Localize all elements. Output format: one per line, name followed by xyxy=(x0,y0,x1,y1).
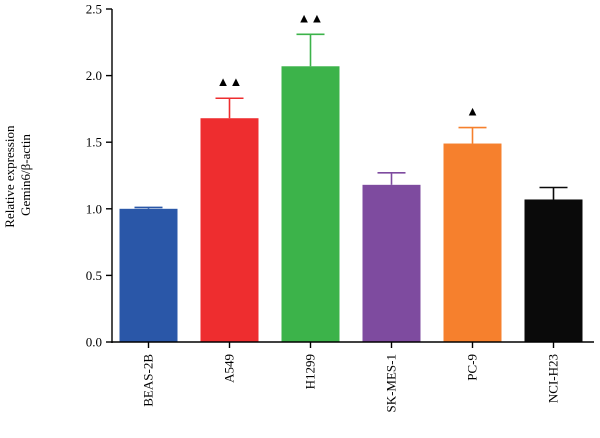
significance-marker: ▲ xyxy=(466,104,479,119)
bar-a549 xyxy=(200,118,259,342)
y-axis-label-line2: Gemin6/β-actin xyxy=(18,134,33,216)
bar-beas-2b xyxy=(119,208,178,342)
y-tick-label: 0.0 xyxy=(86,335,102,350)
y-tick-label: 0.5 xyxy=(86,268,102,283)
bar-pc-9 xyxy=(443,143,502,342)
y-tick-label: 1.5 xyxy=(86,135,102,150)
significance-marker: ▲▲ xyxy=(217,74,243,89)
x-axis: BEAS-2B A549 H1299 SK-MES-1 PC-9 NCI-H23 xyxy=(111,341,594,413)
bar-sk-mes-1 xyxy=(362,184,421,342)
x-category-label: BEAS-2B xyxy=(141,354,156,407)
bar-nci-h23 xyxy=(524,199,583,342)
y-axis-label-line1: Relative expression xyxy=(2,125,17,228)
significance-marker: ▲▲ xyxy=(298,10,324,25)
x-category-label: PC-9 xyxy=(465,354,480,381)
y-tick-label: 2.0 xyxy=(86,68,102,83)
x-category-label: A549 xyxy=(222,354,237,383)
y-tick-label: 2.5 xyxy=(86,2,102,17)
y-axis: 0.0 0.5 1.0 1.5 2.0 2.5 xyxy=(86,2,113,350)
x-category-label: NCI-H23 xyxy=(546,354,561,403)
y-axis-label: Relative expression Gemin6/β-actin xyxy=(2,122,33,227)
y-tick-label: 1.0 xyxy=(86,201,102,216)
bar-h1299 xyxy=(281,66,340,342)
x-category-label: SK-MES-1 xyxy=(384,354,399,413)
bars: ▲▲▲▲▲ xyxy=(119,10,583,342)
x-category-label: H1299 xyxy=(303,354,318,389)
